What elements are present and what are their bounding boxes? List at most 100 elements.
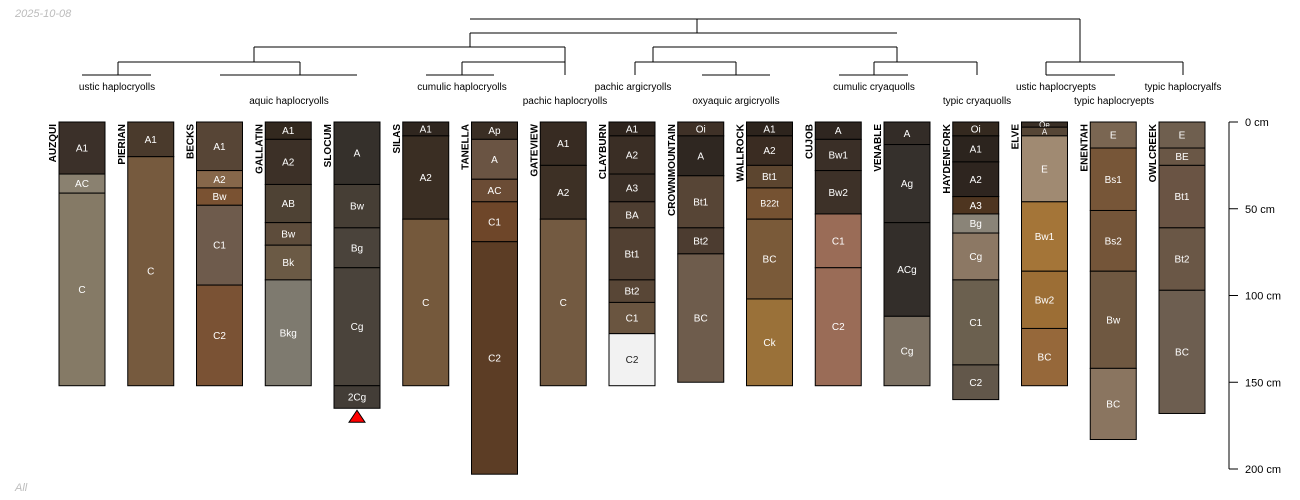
horizon [952, 161, 1000, 198]
horizon-label: Bs1 [1105, 175, 1123, 186]
horizon-label: A [491, 155, 498, 166]
horizon-label: A [354, 149, 361, 160]
horizon-label: Bw [281, 229, 296, 240]
profile: E BE Bt1 Bt2 BC OWLCREEK [1148, 121, 1206, 414]
horizon [127, 156, 175, 387]
subset-label: All [15, 482, 28, 494]
taxa-label: ustic haplocryolls [79, 82, 155, 93]
bottom-marker [348, 409, 366, 423]
profile-name: SILAS [392, 124, 403, 154]
horizon-label: Oi [971, 124, 981, 135]
horizon [402, 135, 450, 220]
horizon-label: C [422, 298, 429, 309]
horizon [1089, 147, 1137, 211]
horizon [1158, 121, 1206, 149]
horizon-label: C [147, 267, 154, 278]
horizon [471, 201, 518, 243]
horizon [471, 241, 518, 475]
horizon [746, 298, 793, 387]
horizon-label: C2 [832, 322, 845, 333]
profile: A Bw Bg Cg 2Cg SLOCUM [323, 121, 381, 423]
horizon-label: AC [488, 186, 502, 197]
horizon [814, 170, 862, 215]
horizon [746, 218, 793, 300]
horizon-label: Cg [901, 347, 914, 358]
taxa-label: typic cryaquolls [943, 96, 1011, 107]
horizon-label: AC [75, 179, 89, 190]
horizon [333, 385, 381, 409]
horizon [127, 121, 175, 158]
horizon [952, 279, 1000, 366]
horizon [952, 364, 1000, 401]
horizon [402, 218, 450, 387]
horizon [746, 135, 793, 166]
horizon [608, 301, 656, 335]
horizon-label: Oe [1039, 120, 1050, 129]
profile: Ap A AC C1 C2 TANELLA [461, 121, 518, 475]
profile: A1 A2 C SILAS [392, 121, 450, 387]
horizon-label: BC [1106, 399, 1120, 410]
horizon-label: B22t [760, 199, 779, 209]
horizon-label: Bt1 [693, 197, 708, 208]
horizon-label: BC [763, 255, 777, 266]
taxa-label: cumulic cryaquolls [833, 82, 915, 93]
horizon-label: Ag [901, 179, 913, 190]
horizon [471, 138, 518, 180]
horizon [883, 315, 931, 387]
profile-name: OWLCREEK [1148, 123, 1159, 182]
horizon-label: A1 [213, 142, 226, 153]
horizon-label: C [560, 298, 567, 309]
horizon [883, 144, 931, 224]
taxa-label: aquic haplocryolls [249, 96, 329, 107]
profile-name: PIERIAN [117, 124, 128, 165]
profile-name: AUZQUI [48, 124, 59, 163]
date-label: 2025-10-08 [15, 8, 72, 20]
horizon-label: BC [694, 314, 708, 325]
taxa-labels: ustic haplocryolls aquic haplocryolls cumu… [79, 82, 1221, 107]
horizon-label: Bkg [280, 328, 297, 339]
horizon-label: Bk [282, 258, 295, 269]
profile-name: CROWNMOUNTAIN [667, 124, 678, 216]
dendrogram [82, 18, 1184, 76]
profile: A1 A2 AB Bw Bk Bkg GALLATIN [254, 121, 312, 387]
horizon-label: C1 [832, 236, 845, 247]
horizon-label: Bg [351, 243, 363, 254]
horizon [539, 121, 587, 166]
depth-axis: 0 cm 50 cm 100 cm 150 cm 200 cm [1228, 117, 1281, 476]
horizon [1021, 201, 1068, 272]
horizon [1089, 121, 1137, 149]
horizon-label: A1 [557, 139, 570, 150]
horizon-label: Bw [350, 202, 365, 213]
horizon-label: A1 [145, 135, 158, 146]
profile-name: WALLROCK [736, 123, 747, 182]
horizon [677, 175, 725, 229]
horizon-label: BE [1175, 152, 1189, 163]
horizon [539, 164, 587, 220]
horizon-label: A1 [420, 124, 433, 135]
profile-name: SLOCUM [323, 124, 334, 167]
horizon-label: Bt2 [624, 287, 639, 298]
horizon-label: A2 [420, 173, 433, 184]
horizon-label: A [1042, 127, 1048, 136]
horizon-label: A1 [626, 124, 639, 135]
horizon [1089, 367, 1137, 441]
horizon-label: Bg [970, 219, 982, 230]
profile: A1 A2 A3 BA Bt1 Bt2 C1 C2 CLAYBURN [598, 121, 656, 387]
horizon [1021, 135, 1068, 203]
horizon [58, 192, 106, 387]
horizon [58, 121, 106, 175]
horizon-label: A2 [763, 146, 776, 157]
horizon-label: Bt2 [693, 236, 708, 247]
horizon [677, 253, 725, 383]
horizon [264, 279, 312, 387]
horizon-label: A2 [626, 150, 639, 161]
horizon-label: C1 [626, 314, 639, 325]
horizon-label: C2 [969, 378, 982, 389]
horizon-label: C2 [626, 355, 639, 366]
horizon-label: A1 [76, 144, 89, 155]
horizon-label: Bt2 [1174, 255, 1189, 266]
horizon-label: A2 [557, 188, 570, 199]
horizon-label: A [697, 151, 704, 162]
horizon [1021, 327, 1068, 387]
